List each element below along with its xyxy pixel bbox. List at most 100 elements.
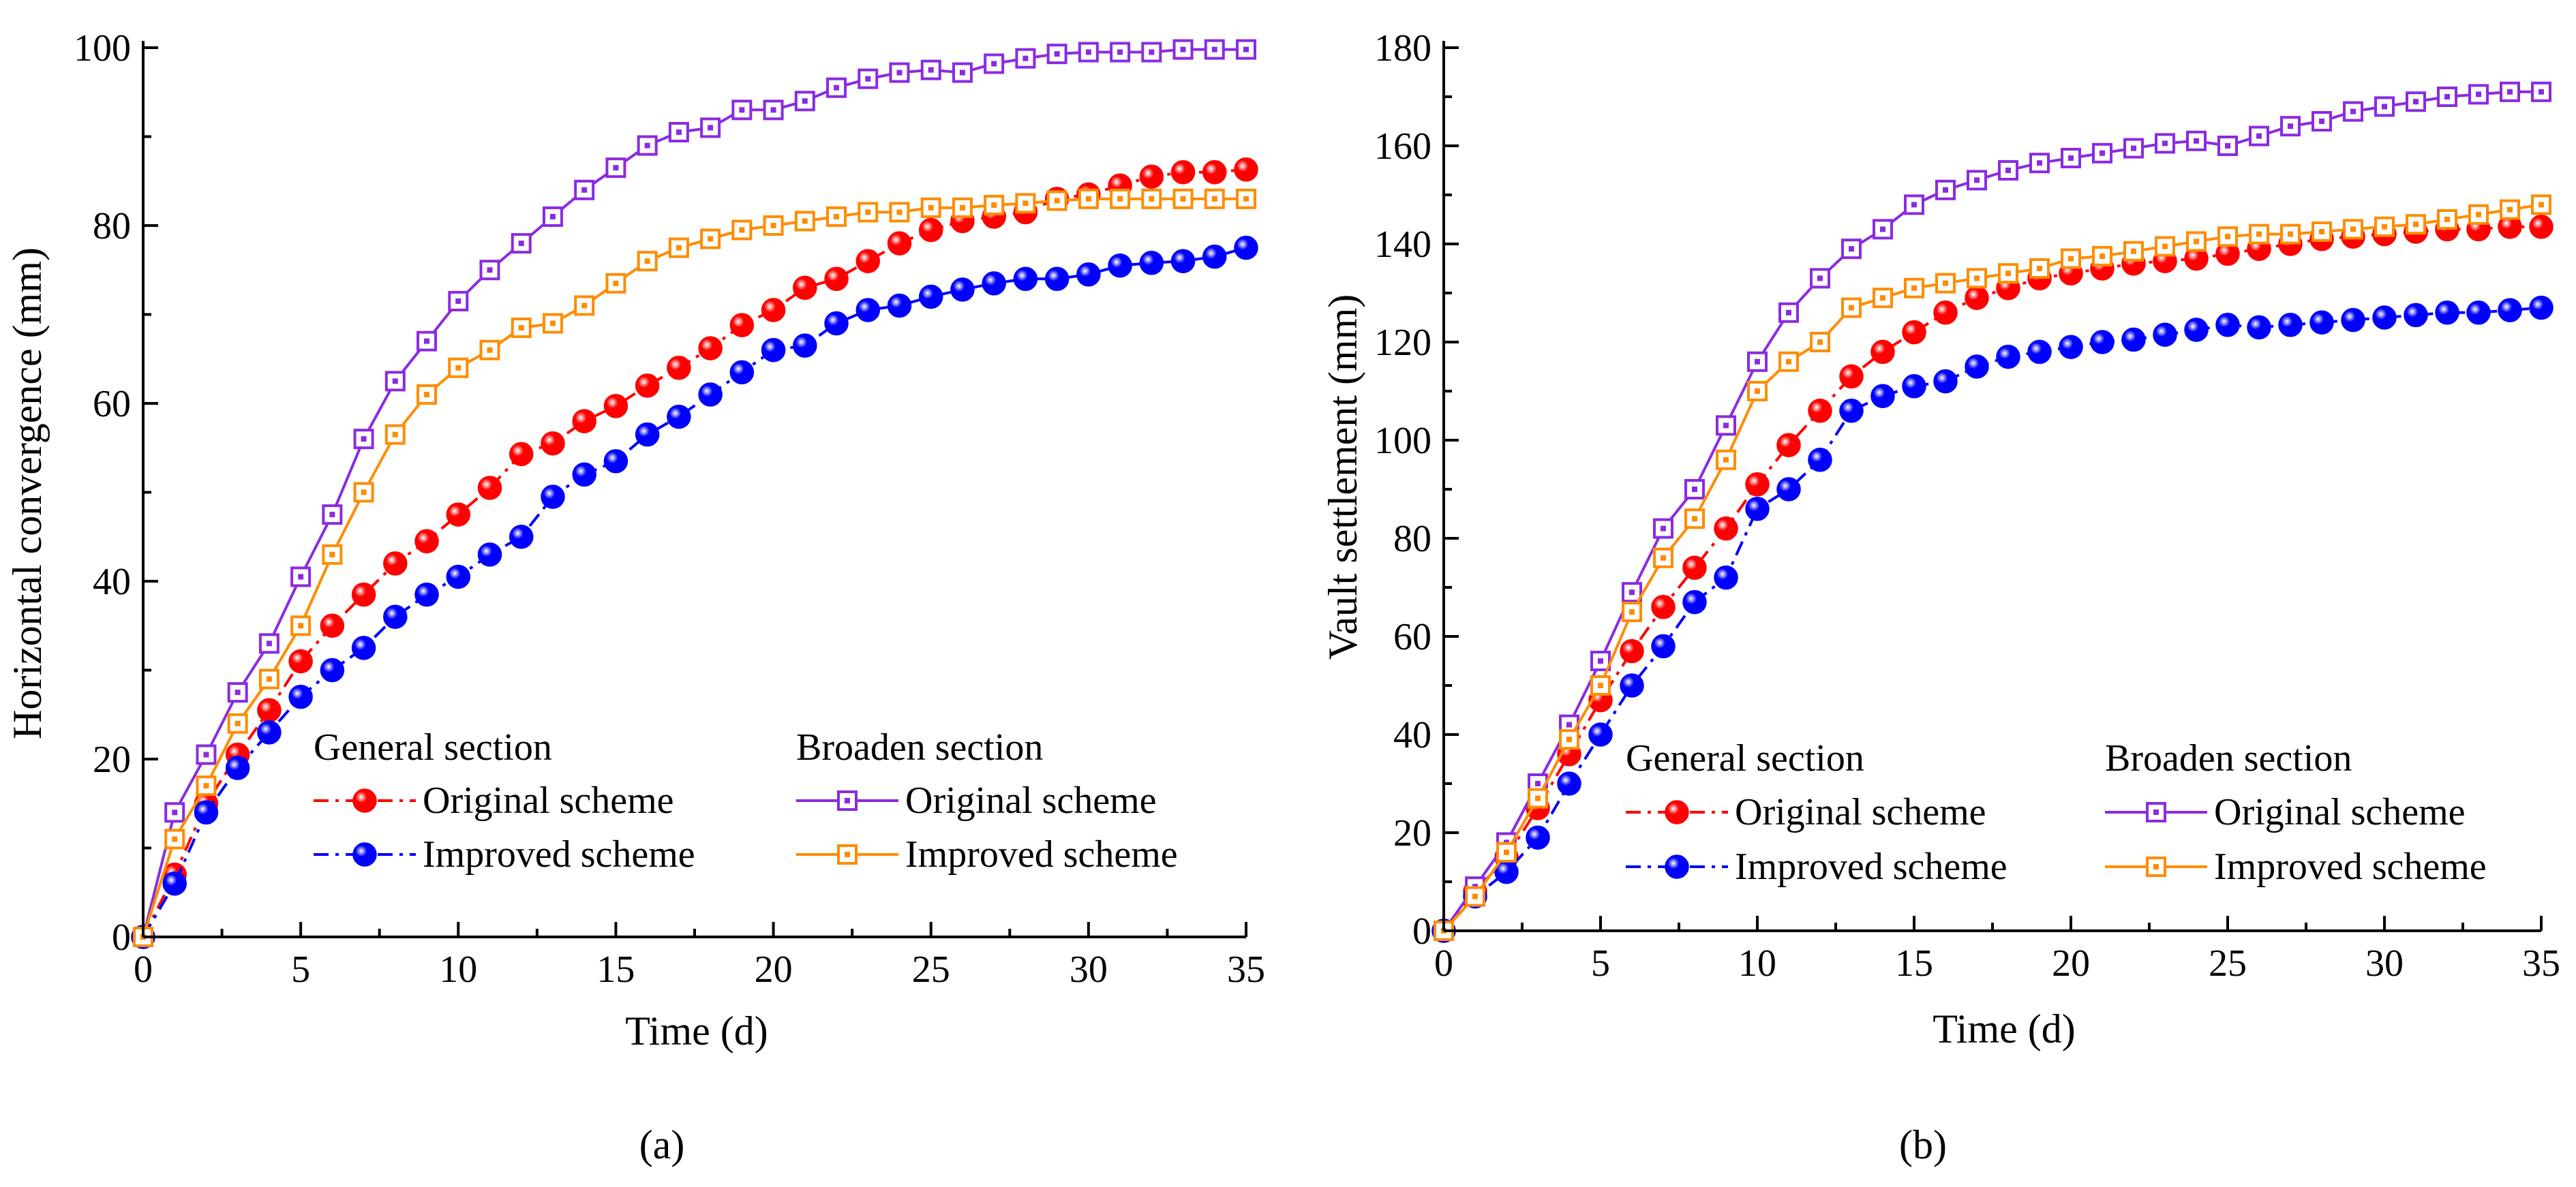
panel-a-series-broaden-section-improved-scheme-point (637, 251, 658, 272)
panel-b-series-broaden-section-improved-scheme-point (1967, 268, 1987, 289)
panel-b-legend-broaden-section-improved-scheme-swatch-marker (2146, 857, 2166, 877)
panel-b-legend: General section Broaden section Original s… (1626, 737, 2487, 888)
panel-b-x-tick-label: 10 (1738, 942, 1776, 985)
panel-a-series-general-section-original-scheme-point (667, 356, 691, 380)
panel-a-x-tick-label: 20 (755, 949, 793, 991)
panel-a-x-tick-label: 10 (439, 949, 477, 991)
panel-b-series-general-section-improved-scheme-point (2466, 300, 2491, 325)
panel-b-series-general-section-improved-scheme-point (1620, 673, 1644, 698)
panel-b-legend-general-section-original-scheme-swatch-marker (1665, 800, 1689, 824)
panel-a-series-broaden-section-improved-scheme-point (196, 775, 217, 797)
panel-b-series-broaden-section-original-scheme-point (2437, 87, 2457, 107)
panel-b-series-broaden-section-original-scheme-point (2343, 101, 2363, 122)
panel-b-series-general-section-original-scheme-point (1776, 433, 1801, 457)
panel-a-series-broaden-section-original-scheme-point (984, 53, 1005, 74)
panel-b-series-broaden-section-original-scheme-point (2061, 148, 2081, 168)
panel-b-y-tick-label: 180 (1374, 27, 1431, 70)
panel-a-legend-general-section-improved-scheme-label: Improved scheme (423, 833, 695, 876)
panel-b-series-general-section-improved-scheme-point (1808, 448, 1832, 472)
panel-b-series-general-section-improved-scheme-point (1902, 374, 1926, 399)
panel-b-series-general-section-improved-scheme-point (1996, 344, 2020, 369)
panel-a-series-general-section-original-scheme-point (320, 613, 345, 638)
panel-b-series-broaden-section-improved-scheme-point (2374, 216, 2395, 237)
panel-b-xlabel: Time (d) (1933, 1006, 2075, 1051)
panel-b-series-broaden-section-original-scheme-point (1684, 479, 1705, 499)
panel-b-series-broaden-section-improved-scheme-point (1998, 263, 2018, 284)
panel-b-x-tick-label: 25 (2209, 942, 2247, 985)
panel-a-series-broaden-section-original-scheme-point (479, 260, 500, 281)
panel-b-label: (b) (1899, 1122, 1947, 1167)
panel-b-series-broaden-section-improved-scheme-point (2343, 219, 2363, 240)
panel-a-series-broaden-section-original-scheme-point (794, 91, 815, 112)
panel-a-legend-broaden-section-original-scheme-label: Original scheme (905, 780, 1157, 822)
panel-a-series-broaden-section-improved-scheme-point (1046, 190, 1067, 211)
panel-b-x-tick-label: 0 (1434, 942, 1453, 985)
panel-b-series-broaden-section-original-scheme-point (2249, 125, 2269, 147)
panel-b-series-broaden-section-original-scheme-point (1747, 351, 1768, 372)
panel-b-series-broaden-section-improved-scheme-point (1465, 886, 1485, 907)
panel-b-series-general-section-original-scheme-point (1714, 516, 1738, 541)
panel-a-series-general-section-original-scheme-point (414, 529, 439, 554)
panel-b-series-broaden-section-improved-scheme-point (2249, 223, 2269, 245)
panel-b-series-broaden-section-improved-scheme-point (2155, 236, 2175, 257)
panel-a-series-general-section-original-scheme-point (383, 551, 408, 576)
panel-a-series-broaden-section-original-scheme-point (196, 744, 217, 765)
panel-b-y-tick-label: 0 (1412, 910, 1431, 953)
panel-b-series-broaden-section-original-scheme-point (2312, 111, 2332, 132)
panel-a-series-general-section-improved-scheme-point (698, 382, 723, 407)
panel-a-series-general-section-improved-scheme-point (1202, 244, 1227, 269)
panel-b-series-general-section-improved-scheme-point (1651, 634, 1676, 659)
panel-a-series-general-section-original-scheme-point (729, 313, 755, 337)
panel-a-series-broaden-section-improved-scheme-point (858, 202, 879, 223)
panel-a-series-broaden-section-improved-scheme-point (322, 544, 343, 565)
panel-b-series-broaden-section-original-scheme-point (2155, 133, 2175, 154)
panel-a-series-broaden-section-original-scheme-point (858, 68, 879, 89)
panel-a-series-broaden-section-original-scheme-point (1015, 48, 1036, 69)
panel-b-series-general-section-original-scheme-point (1965, 286, 1989, 310)
panel-a-series-broaden-section-original-scheme-point (164, 802, 185, 823)
panel-b-series-broaden-section-original-scheme-point (2500, 81, 2520, 102)
panel-b-series-general-section-improved-scheme-point (2278, 313, 2303, 337)
panel-b-series-broaden-section-original-scheme-point (2280, 116, 2301, 137)
panel-b-x-tick-label: 5 (1591, 942, 1610, 985)
panel-a-legend-broaden-section-improved-scheme-label: Improved scheme (905, 833, 1178, 876)
panel-a-series-general-section-improved-scheme-point (1139, 251, 1164, 275)
panel-a-series-broaden-section-original-scheme-point (322, 504, 343, 525)
panel-a-legend-broaden-section-original-scheme: Original scheme (796, 780, 1157, 822)
panel-a-series-broaden-section-improved-scheme-point (448, 357, 469, 378)
panel-b-series-broaden-section-improved-scheme (1434, 194, 2551, 941)
panel-a-series-general-section-original-scheme-point (793, 275, 817, 300)
panel-b-series-broaden-section-improved-scheme-point (1935, 273, 1956, 294)
panel-a-legend-broaden-section-original-scheme-swatch-marker (837, 790, 858, 811)
panel-b-series-broaden-section-original-scheme-point (1716, 415, 1736, 436)
panel-b-series-general-section-original-scheme-point (1651, 595, 1676, 619)
panel-a-series-general-section-original-scheme-point (698, 336, 723, 360)
panel-a-series-broaden-section-improved-scheme (133, 188, 1256, 947)
panel-b-series-broaden-section-improved-scheme-point (2437, 209, 2457, 230)
panel-b-series-broaden-section-original-scheme-point (2406, 91, 2426, 112)
panel-a-series-broaden-section-improved-scheme-point (1078, 188, 1099, 209)
panel-a-series-broaden-section-original-scheme-point (574, 179, 595, 200)
panel-a-series-broaden-section-original-scheme-point (227, 682, 248, 703)
panel-a-series-broaden-section-improved-scheme-point (479, 339, 500, 360)
panel-b-series-general-section-improved-scheme-point (2372, 305, 2397, 330)
panel-b-series-general-section-improved-scheme-point (2341, 307, 2365, 333)
panel-b-series-broaden-section-improved-scheme-point (2500, 199, 2520, 220)
panel-a-series-general-section-improved-scheme-point (162, 871, 187, 896)
panel-a-series-general-section-improved-scheme-point (667, 404, 691, 429)
panel-a-series-general-section-improved-scheme-point (194, 800, 219, 825)
panel-a-series-general-section-improved-scheme-point (1170, 249, 1196, 273)
panel-b-series-general-section-original-scheme-point (2529, 215, 2554, 239)
panel-b-legend-general-section-original-scheme-label: Original scheme (1735, 791, 1986, 833)
panel-a-series-general-section-original-scheme-point (887, 231, 912, 256)
panel-b-x-tick-label: 35 (2522, 942, 2560, 985)
panel-b-legend-broaden-section-improved-scheme: Improved scheme (2105, 846, 2487, 888)
panel-a-y-tick-label: 80 (93, 205, 131, 247)
panel-a-legend-general-section-improved-scheme: Improved scheme (314, 833, 695, 876)
panel-a-series-general-section-improved-scheme-point (320, 658, 345, 683)
panel-a-series-general-section-improved-scheme-point (824, 311, 849, 336)
panel-b-series-broaden-section-improved-scheme-point (1716, 449, 1736, 470)
panel-b-series-general-section-improved-scheme-point (2027, 339, 2052, 365)
panel-b-series-broaden-section-improved-scheme-point (1528, 788, 1548, 809)
